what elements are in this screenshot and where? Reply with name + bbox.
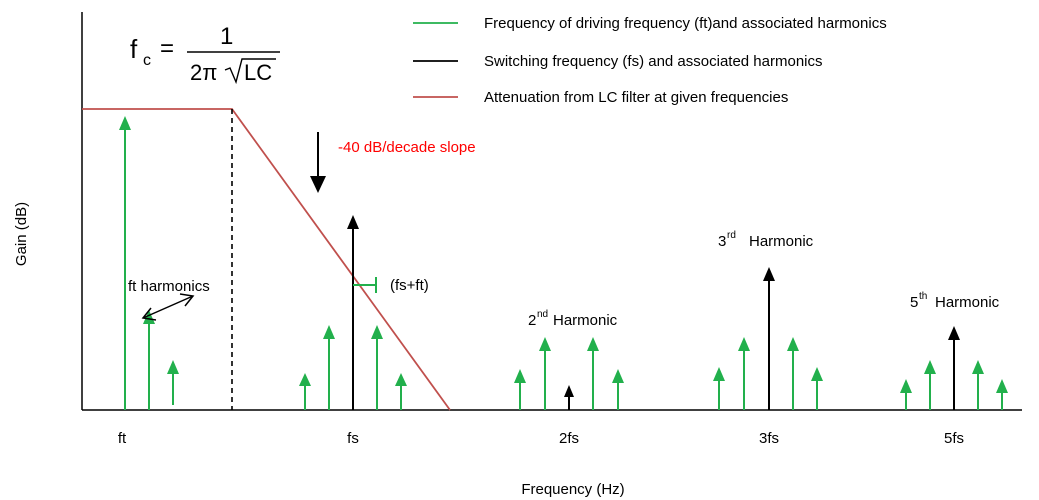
legend-switching-label: Switching frequency (fs) and associated … — [484, 53, 823, 70]
fs-plus-ft-label: (fs+ft) — [390, 277, 429, 294]
formula-lhs-subscript: c — [143, 52, 151, 69]
fs-sideband-arrow-head — [395, 373, 407, 386]
harmonic-arrows — [119, 116, 1008, 410]
2fs-switching-arrow-head — [564, 385, 574, 397]
legend: Frequency of driving frequency (ft)and a… — [413, 15, 887, 106]
5fs-sideband-arrow-head — [996, 379, 1008, 393]
2fs-sideband-arrow-head — [587, 337, 599, 351]
second-harmonic-suffix: nd — [537, 309, 548, 320]
x-tick-label: 5fs — [944, 430, 964, 447]
third-harmonic-suffix: rd — [727, 230, 736, 241]
x-axis-label: Frequency (Hz) — [521, 481, 624, 498]
5fs-sideband-arrow-head — [972, 360, 984, 374]
3fs-switching-arrow-head — [763, 267, 775, 281]
3fs-sideband-arrow-head — [713, 367, 725, 381]
cutoff-formula: f c = 1 2π LC — [130, 23, 280, 85]
2fs-sideband-arrow-head — [612, 369, 624, 383]
slope-label: -40 dB/decade slope — [338, 139, 476, 156]
x-tick-label: 2fs — [559, 430, 579, 447]
x-tick-label: fs — [347, 430, 359, 447]
legend-filter-label: Attenuation from LC filter at given freq… — [484, 89, 788, 106]
third-harmonic-number: 3 — [718, 233, 726, 250]
formula-denominator-prefix: 2π — [190, 60, 217, 85]
ft-harmonic-arrow-head — [167, 360, 179, 374]
fifth-harmonic-suffix: th — [919, 291, 927, 302]
ft-fundamental-arrow-head — [119, 116, 131, 130]
5fs-switching-arrow-head — [948, 326, 960, 340]
formula-equals: = — [160, 35, 174, 62]
third-harmonic-label: 3 rd Harmonic — [718, 230, 814, 250]
fifth-harmonic-number: 5 — [910, 294, 918, 311]
legend-driving-label: Frequency of driving frequency (ft)and a… — [484, 15, 887, 32]
ft-harmonics-span-line — [142, 295, 194, 319]
ft-harmonics-label: ft harmonics — [128, 278, 210, 295]
formula-lhs: f — [130, 34, 138, 64]
fs-sideband-arrow-head — [371, 325, 383, 339]
x-tick-label: 3fs — [759, 430, 779, 447]
fifth-harmonic-label: 5 th Harmonic — [910, 291, 1000, 311]
formula-denominator-radicand: LC — [244, 60, 272, 85]
formula-sqrt-sign — [224, 58, 276, 85]
5fs-sideband-arrow-head — [924, 360, 936, 374]
fifth-harmonic-word: Harmonic — [935, 294, 1000, 311]
x-tick-label: ft — [118, 430, 127, 447]
y-axis-label: Gain (dB) — [13, 202, 30, 266]
second-harmonic-label: 2 nd Harmonic — [528, 309, 618, 329]
slope-arrow-head — [310, 176, 326, 193]
ft-harmonics-span-head-left — [141, 307, 157, 321]
third-harmonic-word: Harmonic — [749, 233, 814, 250]
3fs-sideband-arrow-head — [787, 337, 799, 351]
second-harmonic-number: 2 — [528, 312, 536, 329]
5fs-sideband-arrow-head — [900, 379, 912, 393]
2fs-sideband-arrow-head — [539, 337, 551, 351]
fs-sideband-arrow-head — [323, 325, 335, 339]
3fs-sideband-arrow-head — [811, 367, 823, 381]
ft-harmonic-arrow-head — [143, 310, 155, 324]
3fs-sideband-arrow-head — [738, 337, 750, 351]
fs-sideband-arrow-head — [299, 373, 311, 386]
second-harmonic-word: Harmonic — [553, 312, 618, 329]
2fs-sideband-arrow-head — [514, 369, 526, 383]
ft-harmonics-span-head-right — [179, 293, 195, 307]
fs-switching-arrow-head — [347, 215, 359, 229]
formula-numerator: 1 — [220, 23, 233, 50]
